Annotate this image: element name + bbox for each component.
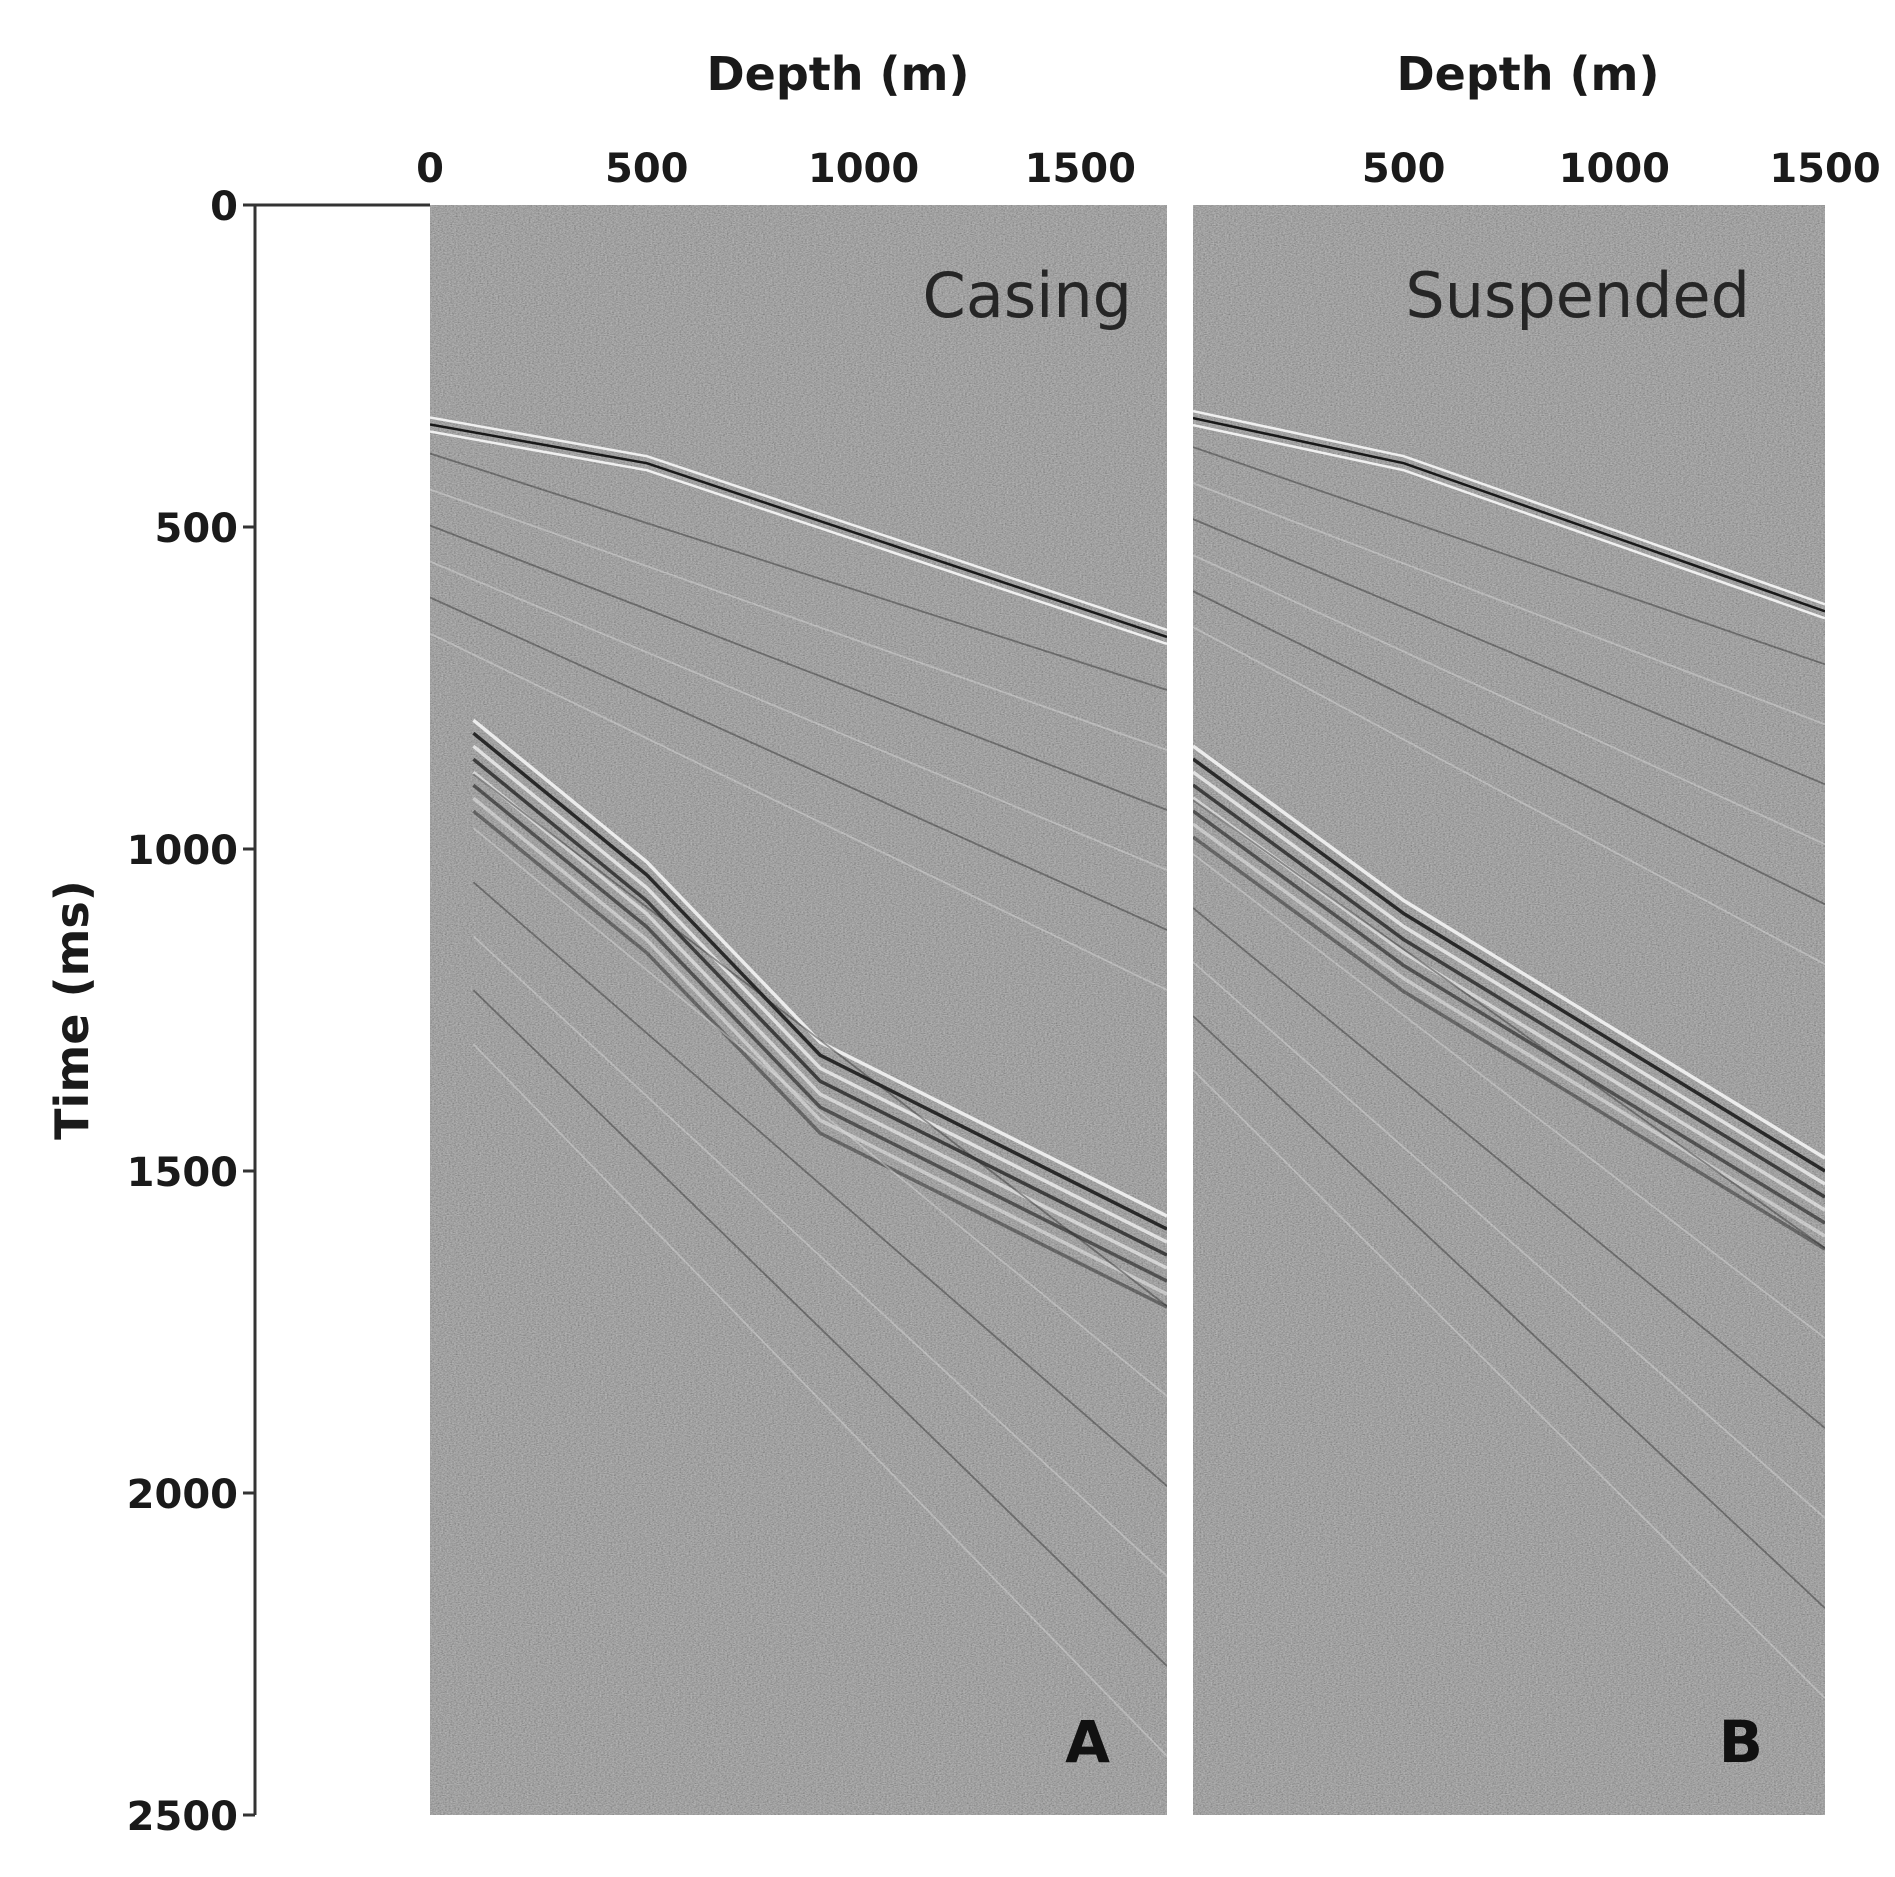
panel-b-noise [1193, 205, 1825, 1815]
event-fan-line [472, 935, 1167, 1577]
event-line-direct-wave [430, 430, 1167, 646]
event-line-tube-wave [472, 796, 1167, 1296]
event-line-tube-wave [1193, 770, 1825, 1186]
event-line-direct-wave [430, 423, 1167, 639]
x-tick-label: 1500 [1769, 146, 1880, 192]
event-fan-line [430, 560, 1167, 871]
y-tick-label: 0 [210, 184, 238, 230]
x-tick-label: 0 [416, 146, 444, 192]
event-fan-line [430, 524, 1167, 811]
y-tick-label: 2500 [127, 1794, 238, 1840]
y-tick-label: 1000 [127, 828, 238, 874]
x-tick-label: 1500 [1025, 146, 1136, 192]
event-fan-line [1193, 554, 1825, 846]
event-line-tube-wave [1193, 809, 1825, 1225]
x-tick-label: 500 [605, 146, 689, 192]
panel-a: Casing A [430, 205, 1167, 1815]
event-fan-line [472, 989, 1167, 1667]
event-line-tube-wave [1193, 822, 1825, 1238]
event-line-direct-wave [430, 416, 1167, 632]
panel-b-events [1193, 409, 1825, 1699]
x-tick-label: 1000 [808, 146, 919, 192]
event-fan-line [1193, 853, 1825, 1339]
panel-a-events [430, 416, 1167, 1757]
event-fan-line [472, 827, 1167, 1397]
event-fan-line [1193, 590, 1825, 906]
event-line-tube-wave [472, 757, 1167, 1257]
event-line-tube-wave [1193, 835, 1825, 1251]
event-fan-line [1193, 626, 1825, 966]
event-fan-line [1193, 907, 1825, 1429]
panel-b-xlabel: Depth (m) [1396, 47, 1659, 101]
event-line-tube-wave [472, 770, 1167, 1270]
event-line-tube-wave [1193, 744, 1825, 1160]
event-line-tube-wave [1193, 783, 1825, 1199]
x-tick-label: 1000 [1559, 146, 1670, 192]
y-ticks: 0 500 1000 1500 2000 2500 [127, 184, 255, 1840]
event-line-direct-wave [1193, 409, 1825, 606]
panel-b-letter: B [1719, 1708, 1763, 1776]
panel-a-label: Casing [923, 259, 1132, 332]
event-line-direct-wave [1193, 416, 1825, 613]
panel-a-letter: A [1065, 1708, 1110, 1776]
event-line-direct-wave [1193, 423, 1825, 620]
event-line-tube-wave [472, 744, 1167, 1244]
event-line-tube-wave [472, 783, 1167, 1283]
y-axis-label: Time (ms) [45, 880, 99, 1140]
event-fan-line [1193, 482, 1825, 726]
event-line-tube-wave [1193, 757, 1825, 1173]
event-fan-line [1193, 518, 1825, 786]
x-tick-label: 500 [1362, 146, 1446, 192]
event-fan-line [1193, 1015, 1825, 1609]
event-fan-line [430, 596, 1167, 931]
panel-a-xlabel: Depth (m) [706, 47, 969, 101]
event-line-tube-wave [1193, 796, 1825, 1212]
event-fan-line [1193, 446, 1825, 666]
panel-b-label: Suspended [1405, 259, 1750, 332]
event-fan-line [1193, 799, 1825, 1249]
event-fan-line [1193, 1069, 1825, 1699]
event-fan-line [472, 881, 1167, 1487]
panel-a-noise [430, 205, 1167, 1815]
event-line-tube-wave [472, 718, 1167, 1218]
event-line-tube-wave [472, 809, 1167, 1309]
y-tick-label: 2000 [127, 1472, 238, 1518]
y-tick-label: 1500 [127, 1150, 238, 1196]
y-tick-label: 500 [155, 506, 239, 552]
event-fan-line [430, 632, 1167, 991]
event-fan-line [1193, 961, 1825, 1519]
event-line-tube-wave [472, 731, 1167, 1231]
event-fan-line [472, 773, 1167, 1307]
x-ticks: 0 500 1000 1500 500 1000 1500 [416, 146, 1881, 192]
event-fan-line [430, 488, 1167, 751]
event-fan-line [430, 452, 1167, 691]
panel-b: Suspended B [1193, 205, 1825, 1815]
event-fan-line [472, 1043, 1167, 1757]
